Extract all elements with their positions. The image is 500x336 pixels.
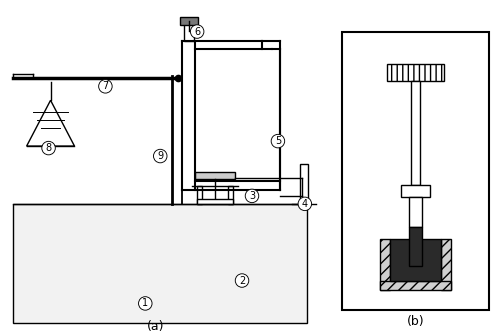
Text: 1: 1 [142, 298, 148, 308]
Bar [390, 239, 442, 281]
Bar [409, 227, 422, 266]
Bar [409, 197, 422, 227]
Bar [197, 199, 233, 204]
Bar [180, 16, 198, 25]
Bar [380, 239, 390, 291]
Text: 9: 9 [157, 151, 164, 161]
Text: 6: 6 [194, 27, 200, 37]
Bar [442, 239, 452, 291]
Bar [380, 281, 452, 291]
Bar [12, 204, 307, 323]
Text: 2: 2 [239, 276, 245, 286]
Bar [195, 172, 235, 179]
Bar [342, 32, 490, 310]
Text: 7: 7 [102, 81, 108, 91]
Bar [300, 164, 308, 204]
Bar [411, 81, 420, 185]
Bar [400, 185, 430, 197]
Text: 3: 3 [249, 191, 255, 201]
Text: 8: 8 [46, 143, 52, 153]
Bar [228, 186, 233, 204]
Bar [184, 20, 194, 41]
Text: 4: 4 [302, 199, 308, 209]
Text: (a): (a) [146, 320, 164, 333]
Bar [197, 186, 202, 204]
Text: (b): (b) [406, 315, 424, 328]
Text: 5: 5 [275, 136, 281, 146]
Bar [386, 65, 444, 81]
Polygon shape [26, 100, 74, 146]
